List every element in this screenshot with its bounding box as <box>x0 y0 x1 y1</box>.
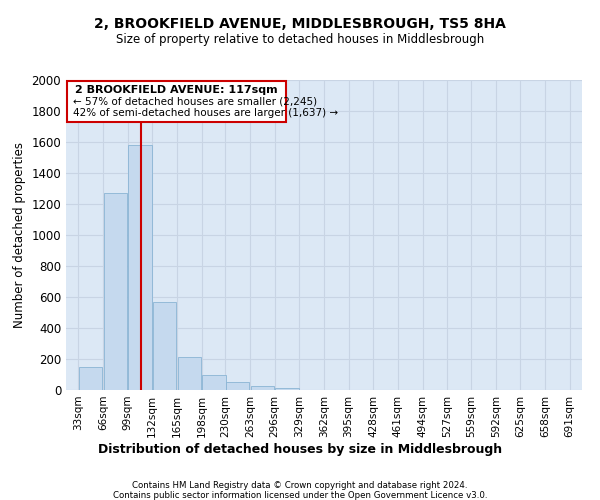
Text: 2, BROOKFIELD AVENUE, MIDDLESBROUGH, TS5 8HA: 2, BROOKFIELD AVENUE, MIDDLESBROUGH, TS5… <box>94 18 506 32</box>
Bar <box>79 367 103 390</box>
Bar <box>104 193 127 390</box>
Text: Contains public sector information licensed under the Open Government Licence v3: Contains public sector information licen… <box>113 491 487 500</box>
Text: Contains HM Land Registry data © Crown copyright and database right 2024.: Contains HM Land Registry data © Crown c… <box>132 481 468 490</box>
Bar <box>251 386 274 390</box>
Text: 2 BROOKFIELD AVENUE: 117sqm: 2 BROOKFIELD AVENUE: 117sqm <box>75 85 278 95</box>
FancyBboxPatch shape <box>67 81 286 122</box>
Text: ← 57% of detached houses are smaller (2,245): ← 57% of detached houses are smaller (2,… <box>73 96 317 106</box>
Text: Distribution of detached houses by size in Middlesbrough: Distribution of detached houses by size … <box>98 442 502 456</box>
Text: Size of property relative to detached houses in Middlesbrough: Size of property relative to detached ho… <box>116 32 484 46</box>
Y-axis label: Number of detached properties: Number of detached properties <box>13 142 26 328</box>
Bar <box>128 145 152 390</box>
Bar <box>226 382 250 390</box>
Bar <box>178 356 201 390</box>
Bar <box>275 388 299 390</box>
Bar <box>202 376 226 390</box>
Bar <box>153 302 176 390</box>
Text: 42% of semi-detached houses are larger (1,637) →: 42% of semi-detached houses are larger (… <box>73 108 338 118</box>
